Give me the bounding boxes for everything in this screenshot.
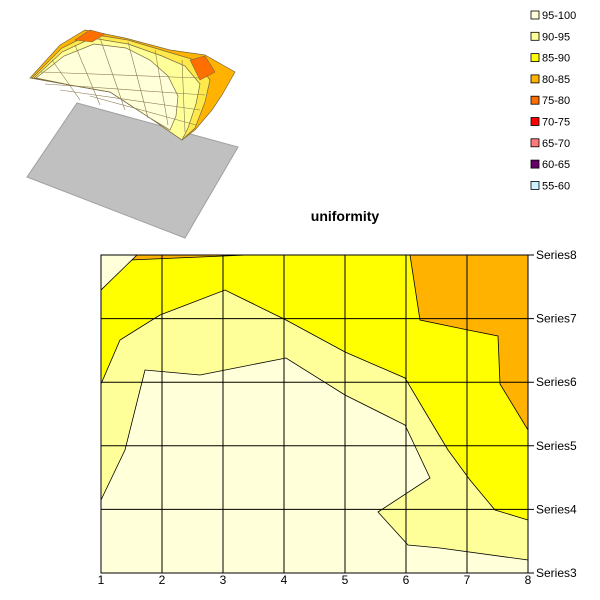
surface-edge-orange: [74, 29, 106, 43]
legend-label: 65-70: [542, 138, 570, 150]
legend-label: 90-95: [542, 31, 570, 43]
series-tick-label: Series6: [536, 375, 577, 389]
legend-swatch: [530, 95, 540, 105]
x-tick-label: 4: [281, 573, 288, 587]
y-axis-ticks: Series3 Series4 Series5 Series6 Series7 Serie…: [536, 248, 577, 580]
x-tick-label: 3: [220, 573, 227, 587]
plot-area: [100, 254, 534, 574]
series-tick-label: Series3: [536, 566, 577, 580]
x-tick-label: 6: [403, 573, 410, 587]
legend-swatch: [530, 117, 540, 126]
plot-frame: [100, 254, 529, 574]
surface-edge-orange-right: [189, 55, 216, 81]
legend-label: 85-90: [542, 53, 570, 65]
surface-band-95-100: [35, 43, 179, 131]
legend-swatch: [530, 180, 540, 190]
legend-label: 60-65: [542, 159, 570, 171]
x-tick-label: 7: [464, 573, 471, 587]
legend-label: 70-75: [542, 117, 570, 129]
legend-label: 75-80: [542, 95, 570, 107]
legend-label: 95-100: [542, 10, 576, 22]
x-tick-label: 5: [342, 573, 349, 587]
legend: 95-100 90-95 85-90 80-85 75-80 70-75 65-70 60-6…: [530, 10, 576, 192]
x-tick-label: 2: [159, 573, 166, 587]
legend-swatch: [530, 138, 540, 148]
x-tick-label: 8: [525, 573, 532, 587]
surface-thumbnail: [26, 29, 239, 239]
series-tick-label: Series4: [536, 502, 577, 516]
legend-label: 55-60: [542, 180, 570, 192]
x-axis-ticks: 1 2 3 4 5 6 7 8: [98, 573, 532, 587]
legend-swatch: [530, 53, 540, 62]
legend-swatch: [530, 159, 540, 169]
legend-swatch: [530, 31, 540, 41]
series-tick-label: Series7: [536, 312, 577, 326]
x-tick-label: 1: [98, 573, 105, 587]
legend-label: 80-85: [542, 74, 570, 86]
chart-title: uniformity: [311, 208, 380, 224]
legend-swatch: [530, 74, 540, 84]
legend-swatch: [530, 10, 540, 20]
series-tick-label: Series5: [536, 439, 577, 453]
surface-base-plane: [26, 102, 239, 239]
series-tick-label: Series8: [536, 248, 577, 262]
